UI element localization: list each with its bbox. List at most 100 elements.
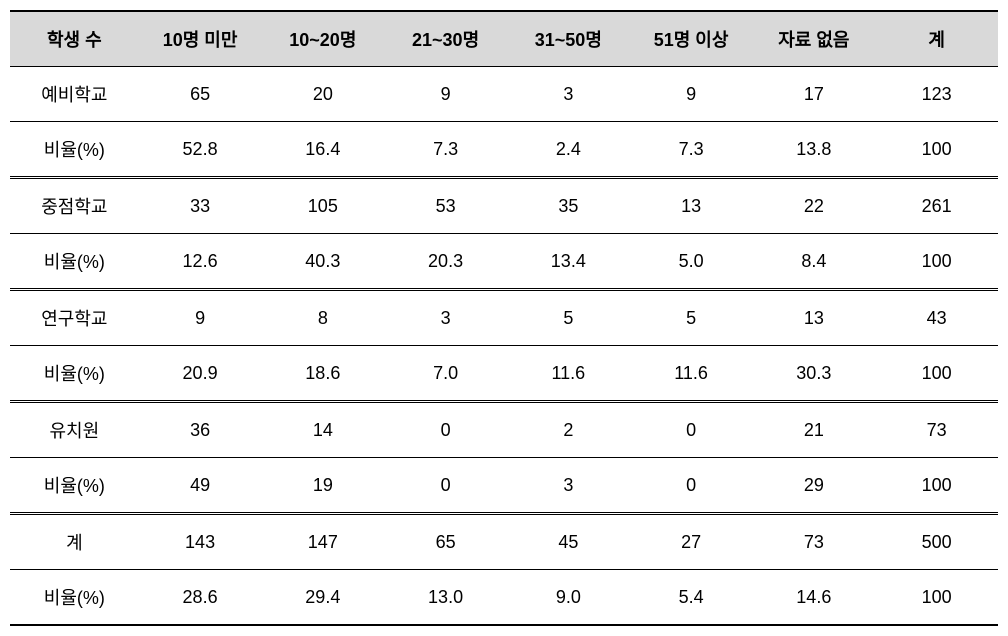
- header-col-1: 10명 미만: [139, 11, 262, 67]
- row-label: 비율(%): [10, 122, 139, 178]
- cell: 20.3: [384, 234, 507, 290]
- cell: 28.6: [139, 570, 262, 626]
- header-col-3: 21~30명: [384, 11, 507, 67]
- cell: 261: [875, 178, 998, 234]
- cell: 9: [630, 67, 753, 122]
- cell: 18.6: [261, 346, 384, 402]
- cell: 29: [752, 458, 875, 514]
- cell: 65: [384, 514, 507, 570]
- cell: 7.3: [630, 122, 753, 178]
- cell: 65: [139, 67, 262, 122]
- cell: 17: [752, 67, 875, 122]
- cell: 14.6: [752, 570, 875, 626]
- table-row: 예비학교 65 20 9 3 9 17 123: [10, 67, 998, 122]
- cell: 22: [752, 178, 875, 234]
- cell: 49: [139, 458, 262, 514]
- cell: 27: [630, 514, 753, 570]
- row-label: 연구학교: [10, 290, 139, 346]
- row-label: 비율(%): [10, 234, 139, 290]
- cell: 0: [630, 402, 753, 458]
- header-label: 학생 수: [10, 11, 139, 67]
- cell: 52.8: [139, 122, 262, 178]
- student-count-table: 학생 수 10명 미만 10~20명 21~30명 31~50명 51명 이상 …: [10, 10, 998, 626]
- row-label: 계: [10, 514, 139, 570]
- cell: 0: [384, 458, 507, 514]
- cell: 21: [752, 402, 875, 458]
- cell: 11.6: [630, 346, 753, 402]
- table-row: 비율(%) 12.6 40.3 20.3 13.4 5.0 8.4 100: [10, 234, 998, 290]
- cell: 13.4: [507, 234, 630, 290]
- cell: 7.0: [384, 346, 507, 402]
- cell: 100: [875, 234, 998, 290]
- cell: 2.4: [507, 122, 630, 178]
- table-row: 중점학교 33 105 53 35 13 22 261: [10, 178, 998, 234]
- cell: 143: [139, 514, 262, 570]
- cell: 123: [875, 67, 998, 122]
- row-label: 유치원: [10, 402, 139, 458]
- cell: 29.4: [261, 570, 384, 626]
- cell: 5.0: [630, 234, 753, 290]
- cell: 0: [630, 458, 753, 514]
- cell: 35: [507, 178, 630, 234]
- cell: 11.6: [507, 346, 630, 402]
- cell: 9: [139, 290, 262, 346]
- cell: 53: [384, 178, 507, 234]
- cell: 500: [875, 514, 998, 570]
- cell: 30.3: [752, 346, 875, 402]
- cell: 20.9: [139, 346, 262, 402]
- cell: 16.4: [261, 122, 384, 178]
- table-row: 계 143 147 65 45 27 73 500: [10, 514, 998, 570]
- table-row: 유치원 36 14 0 2 0 21 73: [10, 402, 998, 458]
- cell: 13.0: [384, 570, 507, 626]
- header-col-6: 자료 없음: [752, 11, 875, 67]
- cell: 3: [507, 458, 630, 514]
- cell: 5: [630, 290, 753, 346]
- table-row: 비율(%) 49 19 0 3 0 29 100: [10, 458, 998, 514]
- cell: 20: [261, 67, 384, 122]
- cell: 73: [875, 402, 998, 458]
- table-body: 예비학교 65 20 9 3 9 17 123 비율(%) 52.8 16.4 …: [10, 67, 998, 626]
- cell: 100: [875, 346, 998, 402]
- cell: 9.0: [507, 570, 630, 626]
- cell: 100: [875, 458, 998, 514]
- row-label: 예비학교: [10, 67, 139, 122]
- row-label: 비율(%): [10, 346, 139, 402]
- table-row: 비율(%) 20.9 18.6 7.0 11.6 11.6 30.3 100: [10, 346, 998, 402]
- table-row: 연구학교 9 8 3 5 5 13 43: [10, 290, 998, 346]
- cell: 36: [139, 402, 262, 458]
- cell: 19: [261, 458, 384, 514]
- row-label: 비율(%): [10, 570, 139, 626]
- cell: 105: [261, 178, 384, 234]
- cell: 3: [507, 67, 630, 122]
- cell: 3: [384, 290, 507, 346]
- header-col-7: 계: [875, 11, 998, 67]
- cell: 13.8: [752, 122, 875, 178]
- cell: 43: [875, 290, 998, 346]
- cell: 147: [261, 514, 384, 570]
- cell: 0: [384, 402, 507, 458]
- cell: 9: [384, 67, 507, 122]
- cell: 13: [630, 178, 753, 234]
- cell: 2: [507, 402, 630, 458]
- cell: 14: [261, 402, 384, 458]
- table-row: 비율(%) 28.6 29.4 13.0 9.0 5.4 14.6 100: [10, 570, 998, 626]
- cell: 8.4: [752, 234, 875, 290]
- cell: 12.6: [139, 234, 262, 290]
- row-label: 중점학교: [10, 178, 139, 234]
- header-col-2: 10~20명: [261, 11, 384, 67]
- cell: 33: [139, 178, 262, 234]
- row-label: 비율(%): [10, 458, 139, 514]
- header-col-5: 51명 이상: [630, 11, 753, 67]
- header-col-4: 31~50명: [507, 11, 630, 67]
- cell: 13: [752, 290, 875, 346]
- table-header-row: 학생 수 10명 미만 10~20명 21~30명 31~50명 51명 이상 …: [10, 11, 998, 67]
- cell: 7.3: [384, 122, 507, 178]
- cell: 40.3: [261, 234, 384, 290]
- cell: 100: [875, 570, 998, 626]
- cell: 5.4: [630, 570, 753, 626]
- cell: 73: [752, 514, 875, 570]
- cell: 8: [261, 290, 384, 346]
- table-row: 비율(%) 52.8 16.4 7.3 2.4 7.3 13.8 100: [10, 122, 998, 178]
- cell: 5: [507, 290, 630, 346]
- cell: 100: [875, 122, 998, 178]
